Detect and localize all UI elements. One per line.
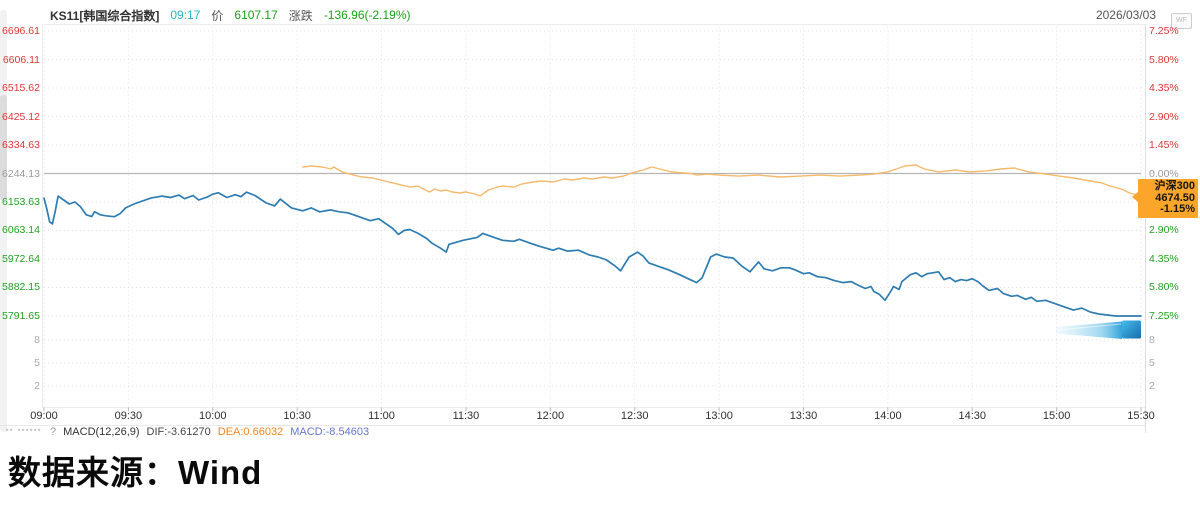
y-axis-pct-label: 2.90% <box>1149 110 1179 123</box>
price-label: 价 <box>211 8 224 23</box>
y-axis-price-label: 5882.15 <box>2 281 40 294</box>
time-axis-label: 09:00 <box>30 410 58 422</box>
y-axis-price-label: 6334.63 <box>2 139 40 151</box>
y-axis-price-label: 5972.64 <box>2 252 40 265</box>
time-axis-label: 11:30 <box>452 410 480 422</box>
badge-pointer-icon <box>1132 192 1138 202</box>
badge-index-name: 沪深300 <box>1154 180 1195 192</box>
y-axis-pct-label: 5.80% <box>1149 53 1179 66</box>
macd-scale-label-right: 5 <box>1149 357 1155 369</box>
y-axis-pct-label: 4.35% <box>1149 82 1179 94</box>
y-axis-price-label: 6063.14 <box>2 224 40 237</box>
macd-scale-label-left: 8 <box>34 334 40 347</box>
y-axis-pct-label: 7.25% <box>1149 309 1179 322</box>
macd-scale-label-right: 2 <box>1149 379 1155 392</box>
time-axis-label: 14:30 <box>958 410 986 422</box>
help-icon[interactable]: ? <box>50 426 57 438</box>
y-axis-price-label: 6515.62 <box>2 82 40 94</box>
macd-dea-value: DEA:0.66032 <box>217 426 284 438</box>
change-value: -136.96(-2.19%) <box>323 8 411 22</box>
time-axis-label: 12:00 <box>536 410 565 422</box>
macd-macd-value: MACD:-8.54603 <box>290 426 370 438</box>
y-axis-price-label: 6153.63 <box>2 195 40 208</box>
badge-index-change: -1.15% <box>1160 203 1195 215</box>
time-axis-label: 12:30 <box>620 410 649 422</box>
time-axis-label: 10:30 <box>283 410 311 422</box>
macd-label: MACD(12,26,9) <box>63 426 140 438</box>
trade-date: 2026/03/03 <box>1095 8 1156 22</box>
time-axis-label: 13:00 <box>705 410 733 422</box>
time-axis-label: 14:00 <box>874 410 902 422</box>
data-source-caption: 数据来源：Wind <box>8 454 263 491</box>
wind-watermark-icon: WF <box>1171 13 1192 29</box>
y-axis-pct-label: 5.80% <box>1149 281 1179 294</box>
csi300-badge: 沪深300 4674.50 -1.15% <box>1132 179 1198 218</box>
macd-scale-label-left: 5 <box>34 357 40 369</box>
y-axis-pct-label: 1.45% <box>1149 139 1179 151</box>
scrollbar-thumb[interactable] <box>0 95 7 200</box>
macd-dif-value: DIF:-3.61270 <box>146 426 211 438</box>
time-axis-label: 11:00 <box>368 410 395 422</box>
macd-scale-label-right: 8 <box>1149 334 1155 347</box>
y-axis-pct-label: 0.00% <box>1149 167 1179 180</box>
macd-scale-label-left: 2 <box>34 379 40 392</box>
quote-time: 09:17 <box>170 8 201 22</box>
intraday-chart-canvas <box>0 24 1146 433</box>
y-axis-price-label: 6696.61 <box>2 25 40 37</box>
badge-index-value: 4674.50 <box>1155 191 1195 204</box>
time-axis-label: 10:00 <box>199 410 227 422</box>
time-axis-label: 15:00 <box>1042 410 1071 422</box>
price-value: 6107.17 <box>234 8 278 22</box>
y-axis-price-label: 6244.13 <box>2 167 40 180</box>
y-axis-pct-label: 7.25% <box>1149 25 1179 37</box>
y-axis-pct-label: 4.35% <box>1149 252 1179 265</box>
vertical-scrollbar[interactable] <box>0 10 7 432</box>
change-label: 涨跌 <box>288 8 313 23</box>
time-axis-label: 09:30 <box>114 410 143 422</box>
symbol-name: KS11[韩国综合指数] <box>50 8 160 23</box>
y-axis-price-label: 6606.11 <box>2 53 40 66</box>
time-axis-label: 13:30 <box>789 410 818 422</box>
y-axis-pct-label: 2.90% <box>1149 224 1179 237</box>
time-axis-label: 15:30 <box>1127 410 1155 422</box>
y-axis-price-label: 6425.12 <box>2 110 40 123</box>
quote-header: KS11[韩国综合指数] 09:17 价 6107.17 涨跌 -136.96(… <box>50 7 411 23</box>
y-axis-price-label: 5791.65 <box>2 309 40 322</box>
macd-info-row: ? MACD(12,26,9) DIF:-3.61270 DEA:0.66032 M… <box>50 425 369 439</box>
